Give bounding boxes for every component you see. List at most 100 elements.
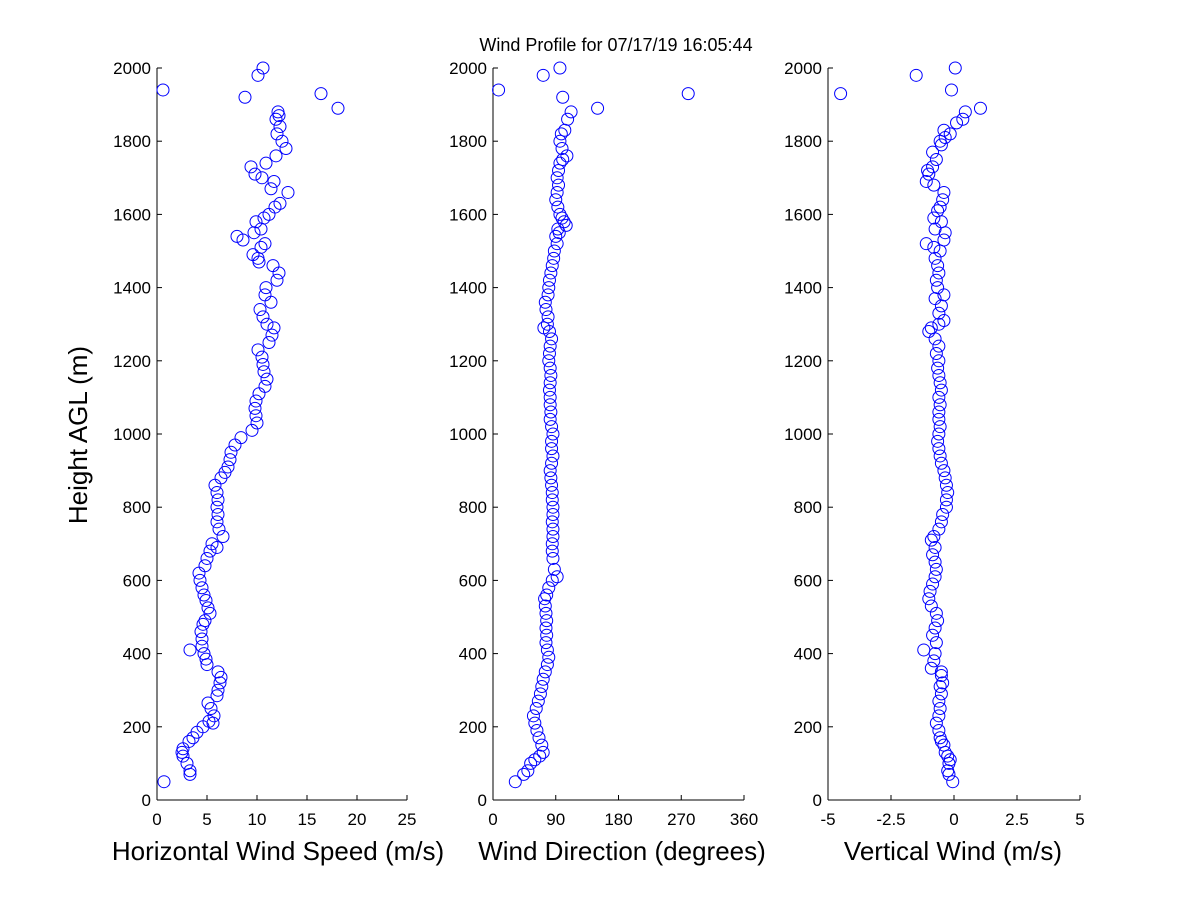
- panel1-data-point: [211, 493, 225, 507]
- panel2-data-point: [543, 361, 557, 375]
- wind-direction-panel: 0 200 400 600 800 1000 1200 1400 1600 1800 2000 0 90…: [449, 59, 766, 866]
- panel2-data-point: [541, 310, 555, 324]
- panel2-y-tick-label: 2000: [449, 59, 487, 78]
- vertical-wind-panel: 0 200 400 600 800 1000 1200 1400 1600 1800 2000 -5 -…: [784, 59, 1085, 866]
- panel3-data-point: [937, 314, 951, 328]
- panel1-data-point: [157, 775, 171, 789]
- panel2-x-tick-label: 360: [730, 810, 758, 829]
- panel1-data-point: [258, 379, 272, 393]
- panel2-data-point: [535, 738, 549, 752]
- panel3-data-point: [932, 354, 946, 368]
- panel2-data-point: [545, 515, 559, 529]
- panel3-data-point: [934, 687, 948, 701]
- panel1-data-point: [245, 423, 259, 437]
- panel1-y-tick-label: 1400: [113, 279, 151, 298]
- panel1-data-point: [199, 652, 213, 666]
- panel1-data-point: [186, 731, 200, 745]
- panel3-data-point: [933, 680, 947, 694]
- panel2-data-point: [555, 142, 569, 156]
- panel1-data-point: [251, 68, 265, 82]
- panel1-data-point: [238, 90, 252, 104]
- panel1-data-point: [214, 471, 228, 485]
- panel3-data-point: [932, 306, 946, 320]
- panel1-data-point: [267, 174, 281, 188]
- panel3-data-point: [934, 665, 948, 679]
- panel3-data-point: [928, 332, 942, 346]
- panel1-data-point: [265, 328, 279, 342]
- panel2-data-point: [540, 643, 554, 657]
- panel2-data-point: [546, 508, 560, 522]
- panel3-x-axis-label: Vertical Wind (m/s): [844, 836, 1062, 866]
- panel2-data-point: [528, 753, 542, 767]
- panel2-x-tick-label: 270: [667, 810, 695, 829]
- panel3-data-point: [929, 273, 943, 287]
- panel1-data-point: [211, 683, 225, 697]
- panel2-data-point: [545, 434, 559, 448]
- panel2-data-point: [545, 259, 559, 273]
- panel3-data-point: [932, 723, 946, 737]
- panel1-x-tick-label: 5: [202, 810, 211, 829]
- panel1-data-point: [180, 756, 194, 770]
- panel3-data-point: [929, 716, 943, 730]
- panel3-x-tick-label: 2.5: [1005, 810, 1029, 829]
- panel2-data-point: [545, 442, 559, 456]
- panel3-data-point: [933, 200, 947, 214]
- panel3-data-point: [941, 486, 955, 500]
- panel3-data-point: [932, 522, 946, 536]
- panel3-data-point: [934, 215, 948, 229]
- panel1-data-point: [199, 594, 213, 608]
- panel1-data-point: [273, 120, 287, 134]
- panel3-data-point: [933, 702, 947, 715]
- panel1-data-point: [269, 112, 283, 126]
- panel2-data-point: [532, 731, 546, 745]
- panel3-data-point: [973, 101, 987, 115]
- panel1-data-point: [253, 303, 267, 317]
- panel2-data-point: [542, 346, 556, 360]
- panel1-data-point: [211, 665, 225, 679]
- panel1-data-point: [257, 365, 271, 379]
- panel2-data-point: [549, 193, 563, 207]
- panel1-data-point: [207, 709, 221, 723]
- panel3-data-point: [932, 442, 946, 456]
- panel2-data-point: [549, 229, 563, 243]
- panel3-y-tick-label: 200: [794, 718, 822, 737]
- panel1-y-tick-label: 400: [123, 645, 151, 664]
- panel1-data-point: [196, 617, 210, 631]
- panel1-data-point: [251, 343, 265, 357]
- panel3-y-tick-label: 0: [813, 791, 822, 810]
- panel2-data-point: [541, 288, 555, 302]
- panel3-data-point: [939, 478, 953, 492]
- panel3-y-tick-label: 1600: [784, 205, 822, 224]
- panel2-data-point: [538, 599, 552, 613]
- panel2-data-point: [528, 716, 542, 730]
- y-axis-label: Height AGL (m): [63, 346, 93, 524]
- panel1-data-point: [266, 259, 280, 273]
- panel2-data-point: [542, 273, 556, 287]
- panel1-data-point: [230, 229, 244, 243]
- panel3-data-point: [928, 540, 942, 554]
- panel1-data-point: [195, 639, 209, 653]
- panel3-data-point: [834, 87, 848, 101]
- panel3-data-point: [943, 753, 957, 767]
- panel2-data-point: [540, 614, 554, 628]
- panel3-data-point: [937, 123, 951, 137]
- panel2-data-point: [553, 156, 567, 170]
- panel3-data-point: [927, 178, 941, 192]
- panel3-data-point: [931, 361, 945, 375]
- panel1-data-point: [195, 632, 209, 646]
- panel2-y-tick-label: 1400: [449, 279, 487, 298]
- panel2-data-point: [542, 581, 556, 595]
- panel1-data-point: [256, 357, 270, 371]
- panel2-data-point: [547, 244, 561, 258]
- panel1-x-tick-label: 10: [248, 810, 267, 829]
- panel2-data-point: [542, 354, 556, 368]
- panel3-data-point: [927, 529, 941, 543]
- panel3-data-point: [958, 105, 972, 119]
- panel2-data-point: [545, 420, 559, 434]
- panel2-data-point: [553, 61, 567, 75]
- panel2-data-point: [543, 464, 557, 478]
- panel3-data-point: [926, 548, 940, 562]
- panel2-data-point: [551, 200, 565, 214]
- panel2-data-point: [550, 171, 564, 185]
- panel2-y-tick-label: 0: [478, 791, 487, 810]
